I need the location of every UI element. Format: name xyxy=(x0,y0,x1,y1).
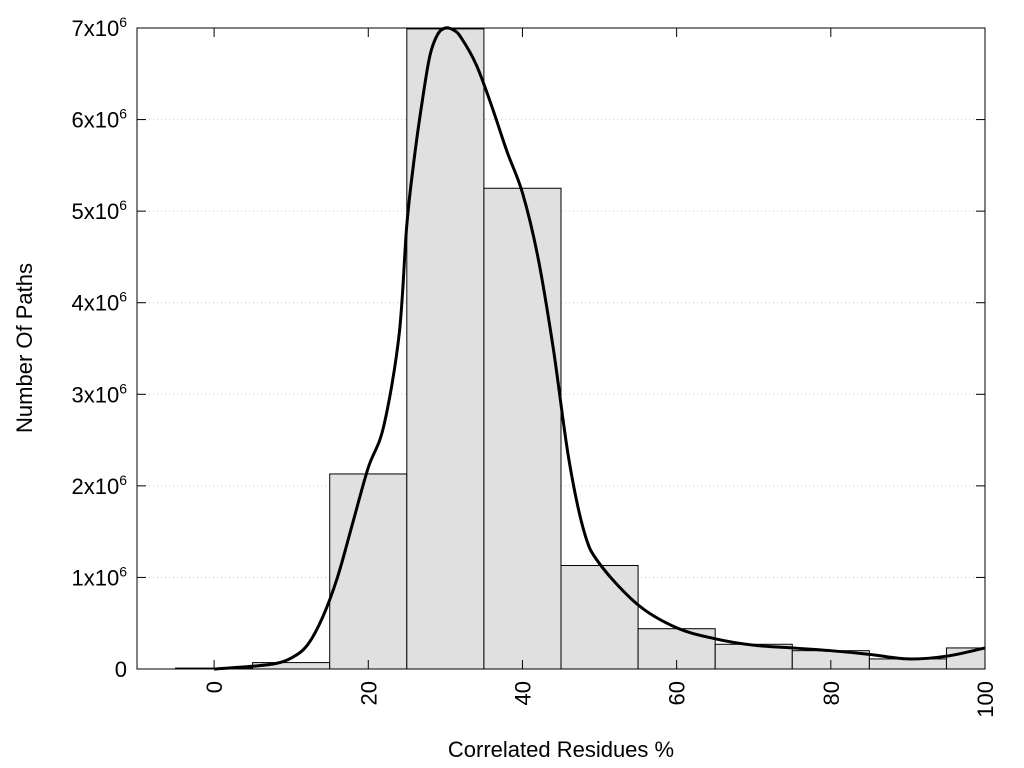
histogram-bar xyxy=(329,473,408,670)
plot-frame xyxy=(136,27,986,670)
density-curve-layer xyxy=(213,26,986,671)
x-tick-label: 100 xyxy=(973,681,998,718)
y-tick-label: 7x106 xyxy=(71,14,127,41)
y-tick-label: 5x106 xyxy=(71,197,127,224)
x-tick-label: 20 xyxy=(356,681,381,705)
x-axis-ticks: 0 20 40 60 80 100 xyxy=(202,28,998,718)
x-axis-title: Correlated Residues % xyxy=(448,737,674,762)
histogram-bars xyxy=(175,28,986,670)
y-axis-title: Number Of Paths xyxy=(12,263,37,433)
histogram-bar xyxy=(406,28,485,670)
histogram-bar xyxy=(868,658,947,670)
histogram-bar xyxy=(483,187,562,670)
y-tick-label: 0 xyxy=(115,657,127,682)
density-curve xyxy=(213,26,986,671)
y-axis-ticks: 0 1x106 2x106 3x106 4x106 5x106 6x106 7x106 xyxy=(71,14,985,682)
x-tick-label: 0 xyxy=(202,681,227,693)
x-tick-label: 80 xyxy=(819,681,844,705)
x-tick-label: 40 xyxy=(510,681,535,705)
y-tick-label: 6x106 xyxy=(71,106,127,133)
y-tick-label: 4x106 xyxy=(71,289,127,316)
y-tick-label: 3x106 xyxy=(71,380,127,407)
y-tick-label: 1x106 xyxy=(71,563,127,590)
x-tick-label: 60 xyxy=(665,681,690,705)
histogram-bar xyxy=(560,565,639,670)
y-tick-label: 2x106 xyxy=(71,472,127,499)
